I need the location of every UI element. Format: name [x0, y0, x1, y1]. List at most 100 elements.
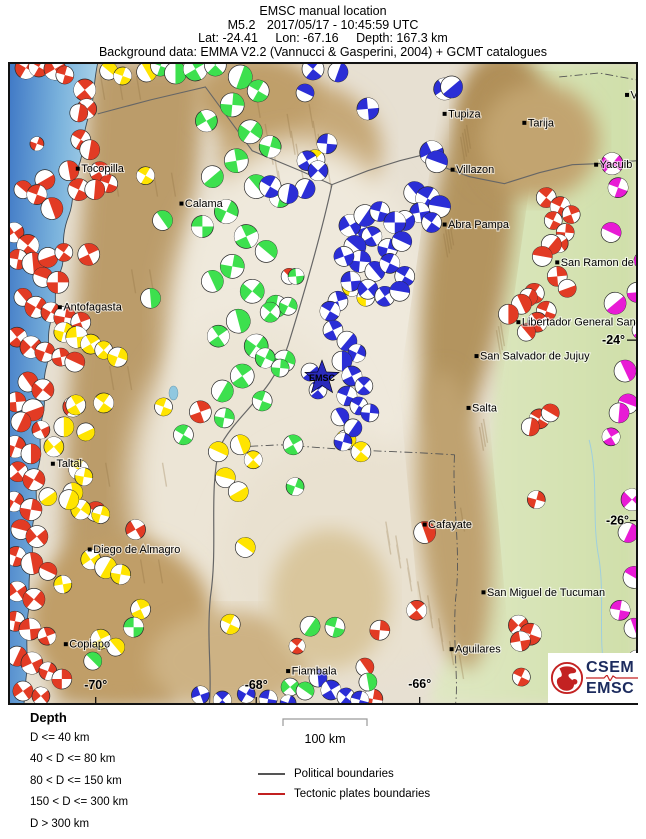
beachball-b	[343, 418, 363, 438]
svg-text:Libertador General San: Libertador General San	[522, 317, 636, 329]
city-abra-pampa: Abra Pampa	[442, 218, 511, 232]
beachball-b	[330, 407, 350, 427]
beachball-y	[99, 63, 119, 81]
beachball-g	[258, 135, 282, 159]
event-summary: M5.2 2017/05/17 - 10:45:59 UTC	[0, 18, 646, 33]
svg-text:Abra Pampa: Abra Pampa	[448, 219, 510, 231]
svg-text:Cafayate: Cafayate	[428, 519, 472, 531]
beachball-g	[140, 287, 161, 309]
beachball-r	[369, 619, 391, 641]
beachball-r	[355, 657, 375, 677]
beachball-r	[26, 184, 48, 205]
svg-text:Vil: Vil	[631, 89, 637, 101]
axis-label-68: -68°	[244, 677, 269, 704]
depth-legend-title: Depth	[30, 710, 67, 725]
beachball-r	[10, 411, 32, 433]
beachball-r	[64, 351, 86, 373]
csem-emsc-logo: CSEM EMSC	[548, 653, 640, 703]
beachball-m	[620, 488, 637, 511]
beachball-r	[55, 65, 75, 85]
beachball-g	[225, 308, 251, 334]
svg-text:Aguilares: Aguilares	[455, 644, 501, 656]
beachball-g	[227, 64, 253, 90]
beachball-b	[425, 150, 448, 174]
beachball-b	[347, 343, 367, 363]
beachball-g	[358, 672, 378, 692]
beachball-r	[19, 498, 43, 521]
beachball-y	[110, 564, 131, 585]
beachball-r	[527, 490, 546, 509]
beachball-y	[91, 505, 111, 524]
beachball-b	[357, 278, 379, 300]
beachball-r	[22, 468, 46, 492]
beachball-g	[201, 270, 224, 293]
beachball-b	[331, 350, 353, 372]
svg-text:Tarija: Tarija	[528, 117, 555, 129]
svg-text:Fiambala: Fiambala	[292, 666, 338, 678]
beachball-g	[213, 407, 235, 429]
tectonic-legend-row: Tectonic plates boundaries	[258, 784, 430, 804]
beachball-r	[543, 211, 563, 230]
beachball-y	[53, 575, 73, 594]
page-title: EMSC manual location	[259, 4, 387, 18]
map[interactable]: EMSC Tocopilla Calama Antofagasta Taltal Dieg…	[8, 62, 638, 705]
city-antofagasta: Antofagasta	[57, 301, 124, 315]
beachball-g	[207, 324, 230, 348]
beachball-y	[76, 422, 96, 442]
beachball-g	[201, 165, 224, 188]
beachball-r	[25, 525, 49, 548]
beachball-b	[320, 679, 342, 701]
beachball-r	[531, 246, 553, 267]
city-san-salvador-de-jujuy: San Salvador de Jujuy	[474, 349, 591, 364]
beachball-b	[383, 211, 407, 234]
beachball-b	[307, 160, 329, 181]
beachball-b	[379, 253, 401, 274]
beachball-g	[219, 254, 245, 279]
city-fiambala: Fiambala	[286, 664, 339, 679]
beachball-g	[246, 79, 270, 103]
beachball-r	[125, 519, 146, 540]
logo-line2: EMSC	[586, 680, 635, 697]
beachball-r	[557, 278, 577, 298]
header: EMSC manual location M5.2 2017/05/17 - 1…	[0, 4, 646, 59]
svg-text:-68°: -68°	[245, 678, 268, 692]
beachball-r	[67, 178, 91, 201]
city-aguilares: Aguilares	[449, 643, 502, 657]
beachball-g	[83, 651, 103, 671]
beachball-m	[613, 359, 637, 383]
event-star	[304, 359, 340, 394]
beachball-m	[603, 291, 627, 315]
beachball-m	[600, 222, 622, 243]
beachball-g	[259, 301, 281, 323]
beachball-y	[243, 450, 263, 470]
beachball-g	[280, 677, 300, 697]
beachball-r	[31, 686, 51, 704]
beachball-m	[607, 177, 629, 198]
beachball-b	[236, 684, 256, 704]
beachball-y	[74, 467, 94, 487]
beachball-g	[251, 390, 273, 412]
beachball-b	[391, 231, 413, 252]
city-cafayate: Cafayate	[422, 518, 473, 532]
city-libertador-general-san: Libertador General San	[516, 316, 637, 330]
beachball-b	[340, 271, 362, 292]
beachball-r	[189, 400, 212, 424]
svg-text:San Miguel de Tucuman: San Miguel de Tucuman	[487, 587, 605, 599]
depth-legend-item-1: D <= 40 km	[30, 732, 90, 744]
boundaries-legend: Political boundaries Tectonic plates bou…	[258, 764, 430, 804]
tectonic-legend-label: Tectonic plates boundaries	[294, 788, 431, 800]
beachball-g	[239, 278, 265, 304]
beachball-b	[428, 195, 451, 218]
beachball-y	[136, 166, 155, 185]
beachball-r	[413, 521, 436, 544]
depth-legend-item-2: 40 < D <= 80 km	[30, 753, 116, 766]
beachball-y	[65, 394, 87, 416]
political-legend-row: Political boundaries	[258, 764, 430, 784]
lake	[168, 385, 179, 401]
beachball-r	[517, 322, 536, 342]
beachball-g	[173, 424, 194, 446]
beachball-r	[31, 378, 55, 402]
beachball-r	[510, 630, 531, 652]
event-depth: Depth: 167.3 km	[356, 31, 448, 46]
event-lon: Lon: -67.16	[275, 31, 339, 46]
